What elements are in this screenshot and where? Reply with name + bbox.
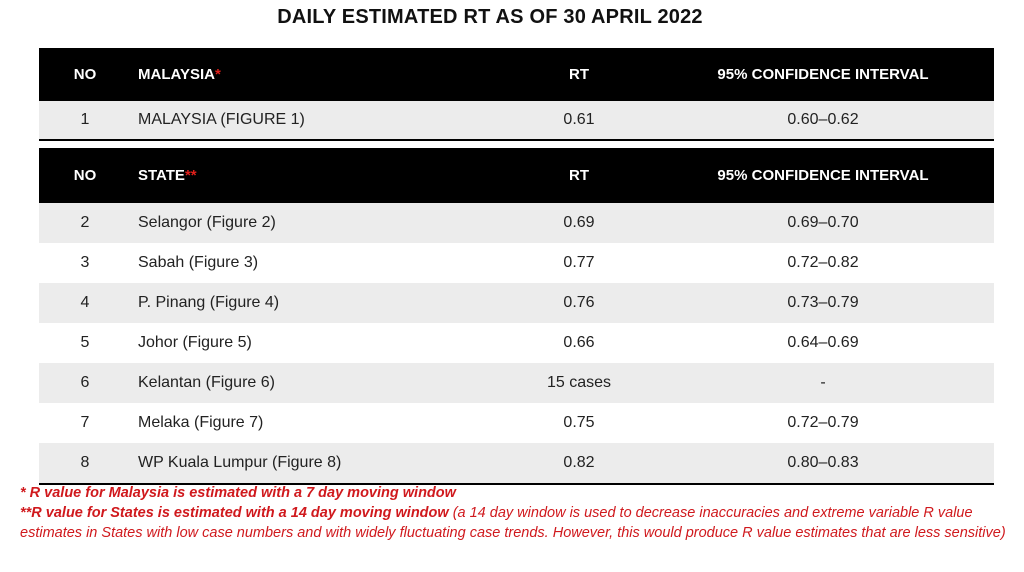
row-ci: 0.72–0.82 bbox=[787, 254, 859, 271]
row-rt: 0.77 bbox=[563, 254, 595, 271]
row-no: 6 bbox=[80, 374, 90, 391]
row-name: P. Pinang (Figure 4) bbox=[138, 294, 280, 311]
footnote-malaysia: * R value for Malaysia is estimated with… bbox=[20, 485, 456, 501]
table-row: 4 P. Pinang (Figure 4) 0.76 0.73–0.79 bbox=[39, 283, 994, 323]
row-rt: 0.76 bbox=[563, 294, 595, 311]
row-no: 7 bbox=[80, 414, 90, 431]
asterisk-marker: ** bbox=[184, 167, 197, 184]
column-header-ci: 95% CONFIDENCE INTERVAL bbox=[717, 66, 929, 83]
row-name: Melaka (Figure 7) bbox=[138, 414, 264, 431]
row-name: Kelantan (Figure 6) bbox=[138, 374, 275, 391]
row-no: 3 bbox=[80, 254, 90, 271]
row-rt: 0.69 bbox=[563, 214, 595, 231]
table-row: 8 WP Kuala Lumpur (Figure 8) 0.82 0.80–0… bbox=[39, 443, 994, 483]
table-row: 5 Johor (Figure 5) 0.66 0.64–0.69 bbox=[39, 323, 994, 363]
row-no: 8 bbox=[80, 454, 90, 471]
row-rt: 0.82 bbox=[563, 454, 595, 471]
column-header-ci: 95% CONFIDENCE INTERVAL bbox=[717, 167, 929, 184]
table-row: 3 Sabah (Figure 3) 0.77 0.72–0.82 bbox=[39, 243, 994, 283]
malaysia-rt-table: NO MALAYSIA* RT 95% CONFIDENCE INTERVAL … bbox=[39, 48, 994, 141]
column-header-rt: RT bbox=[569, 167, 589, 184]
column-header-state: STATE** bbox=[138, 167, 197, 184]
column-header-malaysia: MALAYSIA* bbox=[138, 66, 221, 83]
table-divider bbox=[39, 139, 994, 141]
footnote-states: **R value for States is estimated with a… bbox=[20, 505, 1006, 541]
row-rt: 0.75 bbox=[563, 414, 595, 431]
page-title: DAILY ESTIMATED RT AS OF 30 APRIL 2022 bbox=[277, 6, 703, 28]
row-ci: 0.72–0.79 bbox=[787, 414, 859, 431]
table-row: 1 MALAYSIA (FIGURE 1) 0.61 0.60–0.62 bbox=[39, 101, 994, 139]
row-no: 5 bbox=[80, 334, 90, 351]
footnotes: * R value for Malaysia is estimated with… bbox=[20, 483, 1010, 543]
state-rt-table: NO STATE** RT 95% CONFIDENCE INTERVAL 2 … bbox=[39, 148, 994, 485]
row-ci: 0.60–0.62 bbox=[787, 111, 859, 128]
row-no: 2 bbox=[80, 214, 90, 231]
row-name: Sabah (Figure 3) bbox=[138, 254, 259, 271]
column-header-rt: RT bbox=[569, 66, 589, 83]
table-header: NO STATE** RT 95% CONFIDENCE INTERVAL bbox=[39, 148, 994, 203]
row-ci: - bbox=[820, 374, 826, 391]
row-name: WP Kuala Lumpur (Figure 8) bbox=[138, 454, 342, 471]
row-ci: 0.64–0.69 bbox=[787, 334, 859, 351]
row-rt: 15 cases bbox=[546, 374, 612, 391]
table-row: 6 Kelantan (Figure 6) 15 cases - bbox=[39, 363, 994, 403]
row-rt: 0.61 bbox=[563, 111, 595, 128]
column-header-no: NO bbox=[73, 167, 97, 184]
table-row: 2 Selangor (Figure 2) 0.69 0.69–0.70 bbox=[39, 203, 994, 243]
table-header: NO MALAYSIA* RT 95% CONFIDENCE INTERVAL bbox=[39, 48, 994, 101]
row-ci: 0.80–0.83 bbox=[787, 454, 859, 471]
table-divider bbox=[39, 483, 994, 485]
row-name: Selangor (Figure 2) bbox=[138, 214, 276, 231]
row-name: Johor (Figure 5) bbox=[138, 334, 252, 351]
row-rt: 0.66 bbox=[563, 334, 595, 351]
asterisk-marker: * bbox=[214, 66, 221, 83]
column-header-no: NO bbox=[73, 66, 97, 83]
row-no: 4 bbox=[80, 294, 90, 311]
row-no: 1 bbox=[80, 111, 90, 128]
row-name: MALAYSIA (FIGURE 1) bbox=[138, 111, 305, 128]
row-ci: 0.73–0.79 bbox=[787, 294, 859, 311]
table-row: 7 Melaka (Figure 7) 0.75 0.72–0.79 bbox=[39, 403, 994, 443]
row-ci: 0.69–0.70 bbox=[787, 214, 859, 231]
